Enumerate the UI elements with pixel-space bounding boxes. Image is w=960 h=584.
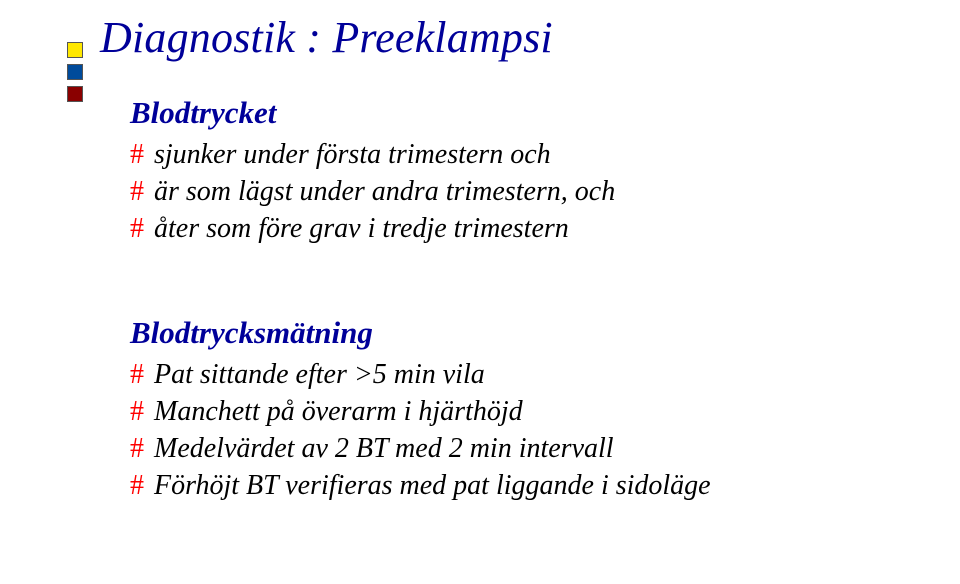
- list-item-text: Förhöjt BT verifieras med pat liggande i…: [154, 468, 711, 505]
- list-item: # Manchett på överarm i hjärthöjd: [130, 394, 711, 431]
- hash-mark: #: [130, 468, 144, 505]
- list-item: # åter som före grav i tredje trimestern: [130, 211, 615, 248]
- section-list: # Pat sittande efter >5 min vila # Manch…: [130, 357, 711, 505]
- hash-mark: #: [130, 431, 144, 468]
- list-item: # är som lägst under andra trimestern, o…: [130, 174, 615, 211]
- slide-title: Diagnostik : Preeklampsi: [100, 12, 553, 63]
- slide: Diagnostik : Preeklampsi Blodtrycket # s…: [0, 0, 960, 584]
- list-item-text: sjunker under första trimestern och: [154, 137, 551, 174]
- title-bullet-decor: [67, 42, 83, 108]
- list-item-text: Manchett på överarm i hjärthöjd: [154, 394, 523, 431]
- list-item: # Pat sittande efter >5 min vila: [130, 357, 711, 394]
- list-item-text: åter som före grav i tredje trimestern: [154, 211, 569, 248]
- list-item-text: Pat sittande efter >5 min vila: [154, 357, 485, 394]
- decor-square-1: [67, 42, 83, 58]
- list-item-text: är som lägst under andra trimestern, och: [154, 174, 615, 211]
- hash-mark: #: [130, 357, 144, 394]
- section-list: # sjunker under första trimestern och # …: [130, 137, 615, 248]
- hash-mark: #: [130, 394, 144, 431]
- section-heading: Blodtrycket: [130, 95, 615, 131]
- decor-square-3: [67, 86, 83, 102]
- section-blodtrycksmatning: Blodtrycksmätning # Pat sittande efter >…: [130, 315, 711, 505]
- list-item: # Medelvärdet av 2 BT med 2 min interval…: [130, 431, 711, 468]
- list-item: # Förhöjt BT verifieras med pat liggande…: [130, 468, 711, 505]
- section-blodtrycket: Blodtrycket # sjunker under första trime…: [130, 95, 615, 248]
- list-item: # sjunker under första trimestern och: [130, 137, 615, 174]
- decor-square-2: [67, 64, 83, 80]
- list-item-text: Medelvärdet av 2 BT med 2 min intervall: [154, 431, 614, 468]
- hash-mark: #: [130, 137, 144, 174]
- section-heading: Blodtrycksmätning: [130, 315, 711, 351]
- hash-mark: #: [130, 174, 144, 211]
- hash-mark: #: [130, 211, 144, 248]
